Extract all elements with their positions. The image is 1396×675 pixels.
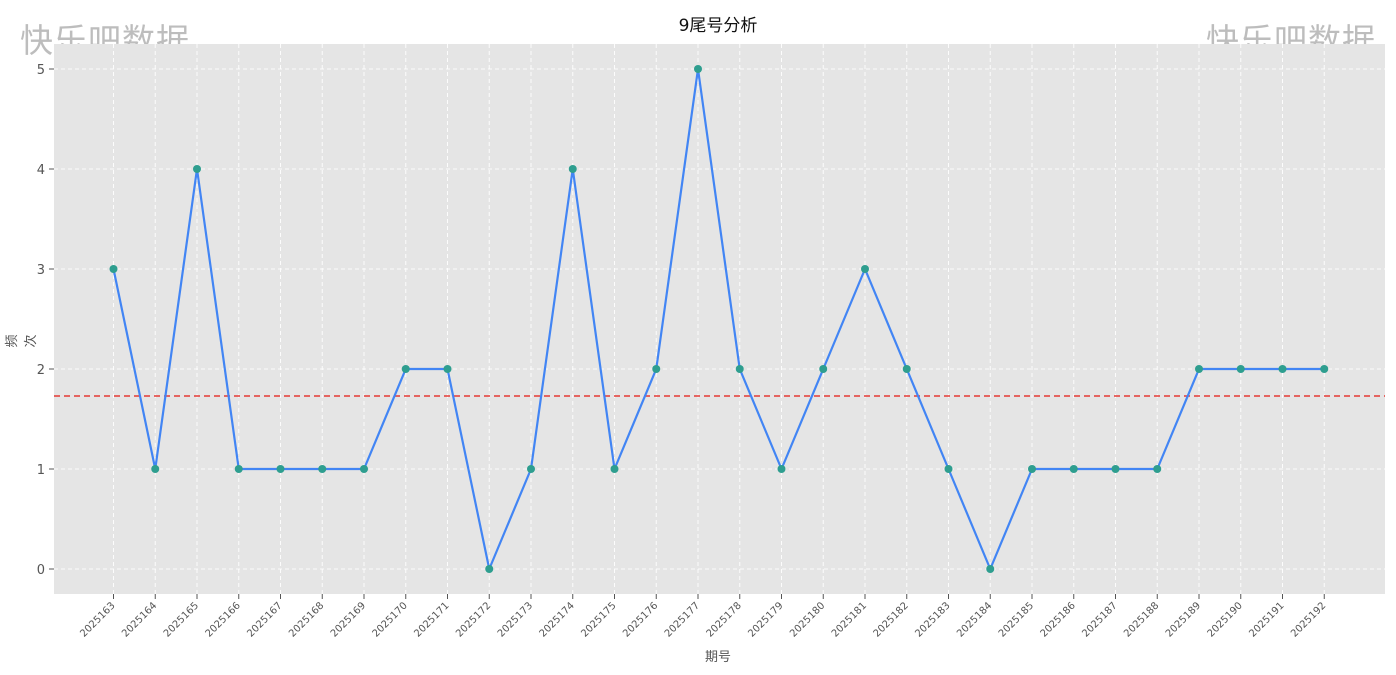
data-point: [1195, 365, 1203, 373]
data-point: [902, 365, 911, 373]
data-point: [986, 565, 995, 573]
x-tick-label: 2025165: [162, 600, 201, 639]
data-point: [193, 165, 201, 173]
x-tick-label: 2025190: [1206, 600, 1245, 639]
data-point: [234, 465, 243, 473]
x-tick-label: 2025170: [371, 600, 410, 639]
data-point: [819, 365, 828, 373]
series-line: [112, 67, 1325, 571]
data-point: [109, 265, 118, 273]
data-point: [360, 465, 368, 473]
data-point: [1153, 465, 1162, 473]
x-tick-label: 2025167: [245, 600, 284, 639]
x-tick-label: 2025184: [955, 600, 994, 639]
x-tick-label: 2025183: [913, 600, 952, 639]
data-point: [1111, 465, 1120, 473]
data-point: [1069, 465, 1078, 473]
x-tick-label: 2025172: [454, 600, 493, 639]
data-point: [527, 465, 535, 473]
y-tick-label: 1: [37, 463, 45, 478]
data-point: [944, 465, 953, 473]
x-tick-label: 2025188: [1122, 600, 1161, 639]
x-tick-label: 2025180: [788, 600, 827, 639]
data-point: [1320, 365, 1329, 373]
data-point: [401, 365, 410, 373]
data-point: [1028, 465, 1036, 473]
x-tick-label: 2025191: [1247, 600, 1286, 639]
x-tick-label: 2025178: [705, 600, 744, 639]
x-tick-label: 2025177: [663, 600, 702, 639]
x-tick-label: 2025181: [830, 600, 869, 639]
data-point: [1236, 365, 1245, 373]
data-point: [318, 465, 327, 473]
chart-title: 9尾号分析: [678, 16, 758, 36]
data-point: [1278, 365, 1287, 373]
data-point: [276, 465, 285, 473]
x-tick-label: 2025173: [496, 600, 535, 639]
y-tick-label: 2: [37, 363, 45, 378]
plot-background: [54, 44, 1385, 594]
x-tick-label: 2025171: [412, 600, 451, 639]
x-tick-label: 2025187: [1080, 600, 1119, 639]
x-tick-label: 2025175: [579, 600, 618, 639]
data-point: [443, 365, 452, 373]
data-point: [610, 465, 619, 473]
data-point: [777, 465, 786, 473]
data-point: [568, 165, 577, 173]
x-tick-label: 2025166: [204, 600, 243, 639]
x-tick-label: 2025168: [287, 600, 326, 639]
y-tick-label: 5: [37, 63, 45, 78]
x-tick-label: 2025189: [1164, 600, 1203, 639]
data-point: [861, 265, 869, 273]
data-point: [151, 465, 160, 473]
x-tick-label: 2025169: [329, 600, 368, 639]
y-tick-label: 0: [37, 563, 45, 578]
data-point: [652, 365, 661, 373]
x-tick-label: 2025186: [1039, 600, 1078, 639]
x-tick-label: 2025174: [538, 600, 577, 639]
x-axis-label: 期号: [704, 650, 731, 665]
x-tick-label: 2025163: [78, 600, 117, 639]
y-tick-label: 4: [37, 163, 45, 178]
data-point: [694, 65, 702, 73]
y-tick-label: 3: [37, 263, 45, 278]
x-tick-label: 2025192: [1289, 600, 1328, 639]
x-tick-label: 2025182: [872, 600, 911, 639]
x-tick-label: 2025164: [120, 600, 159, 639]
x-tick-label: 2025176: [621, 600, 660, 639]
x-tick-label: 2025179: [746, 600, 785, 639]
data-point: [735, 365, 744, 373]
x-tick-label: 2025185: [997, 600, 1036, 639]
data-point: [485, 565, 494, 573]
